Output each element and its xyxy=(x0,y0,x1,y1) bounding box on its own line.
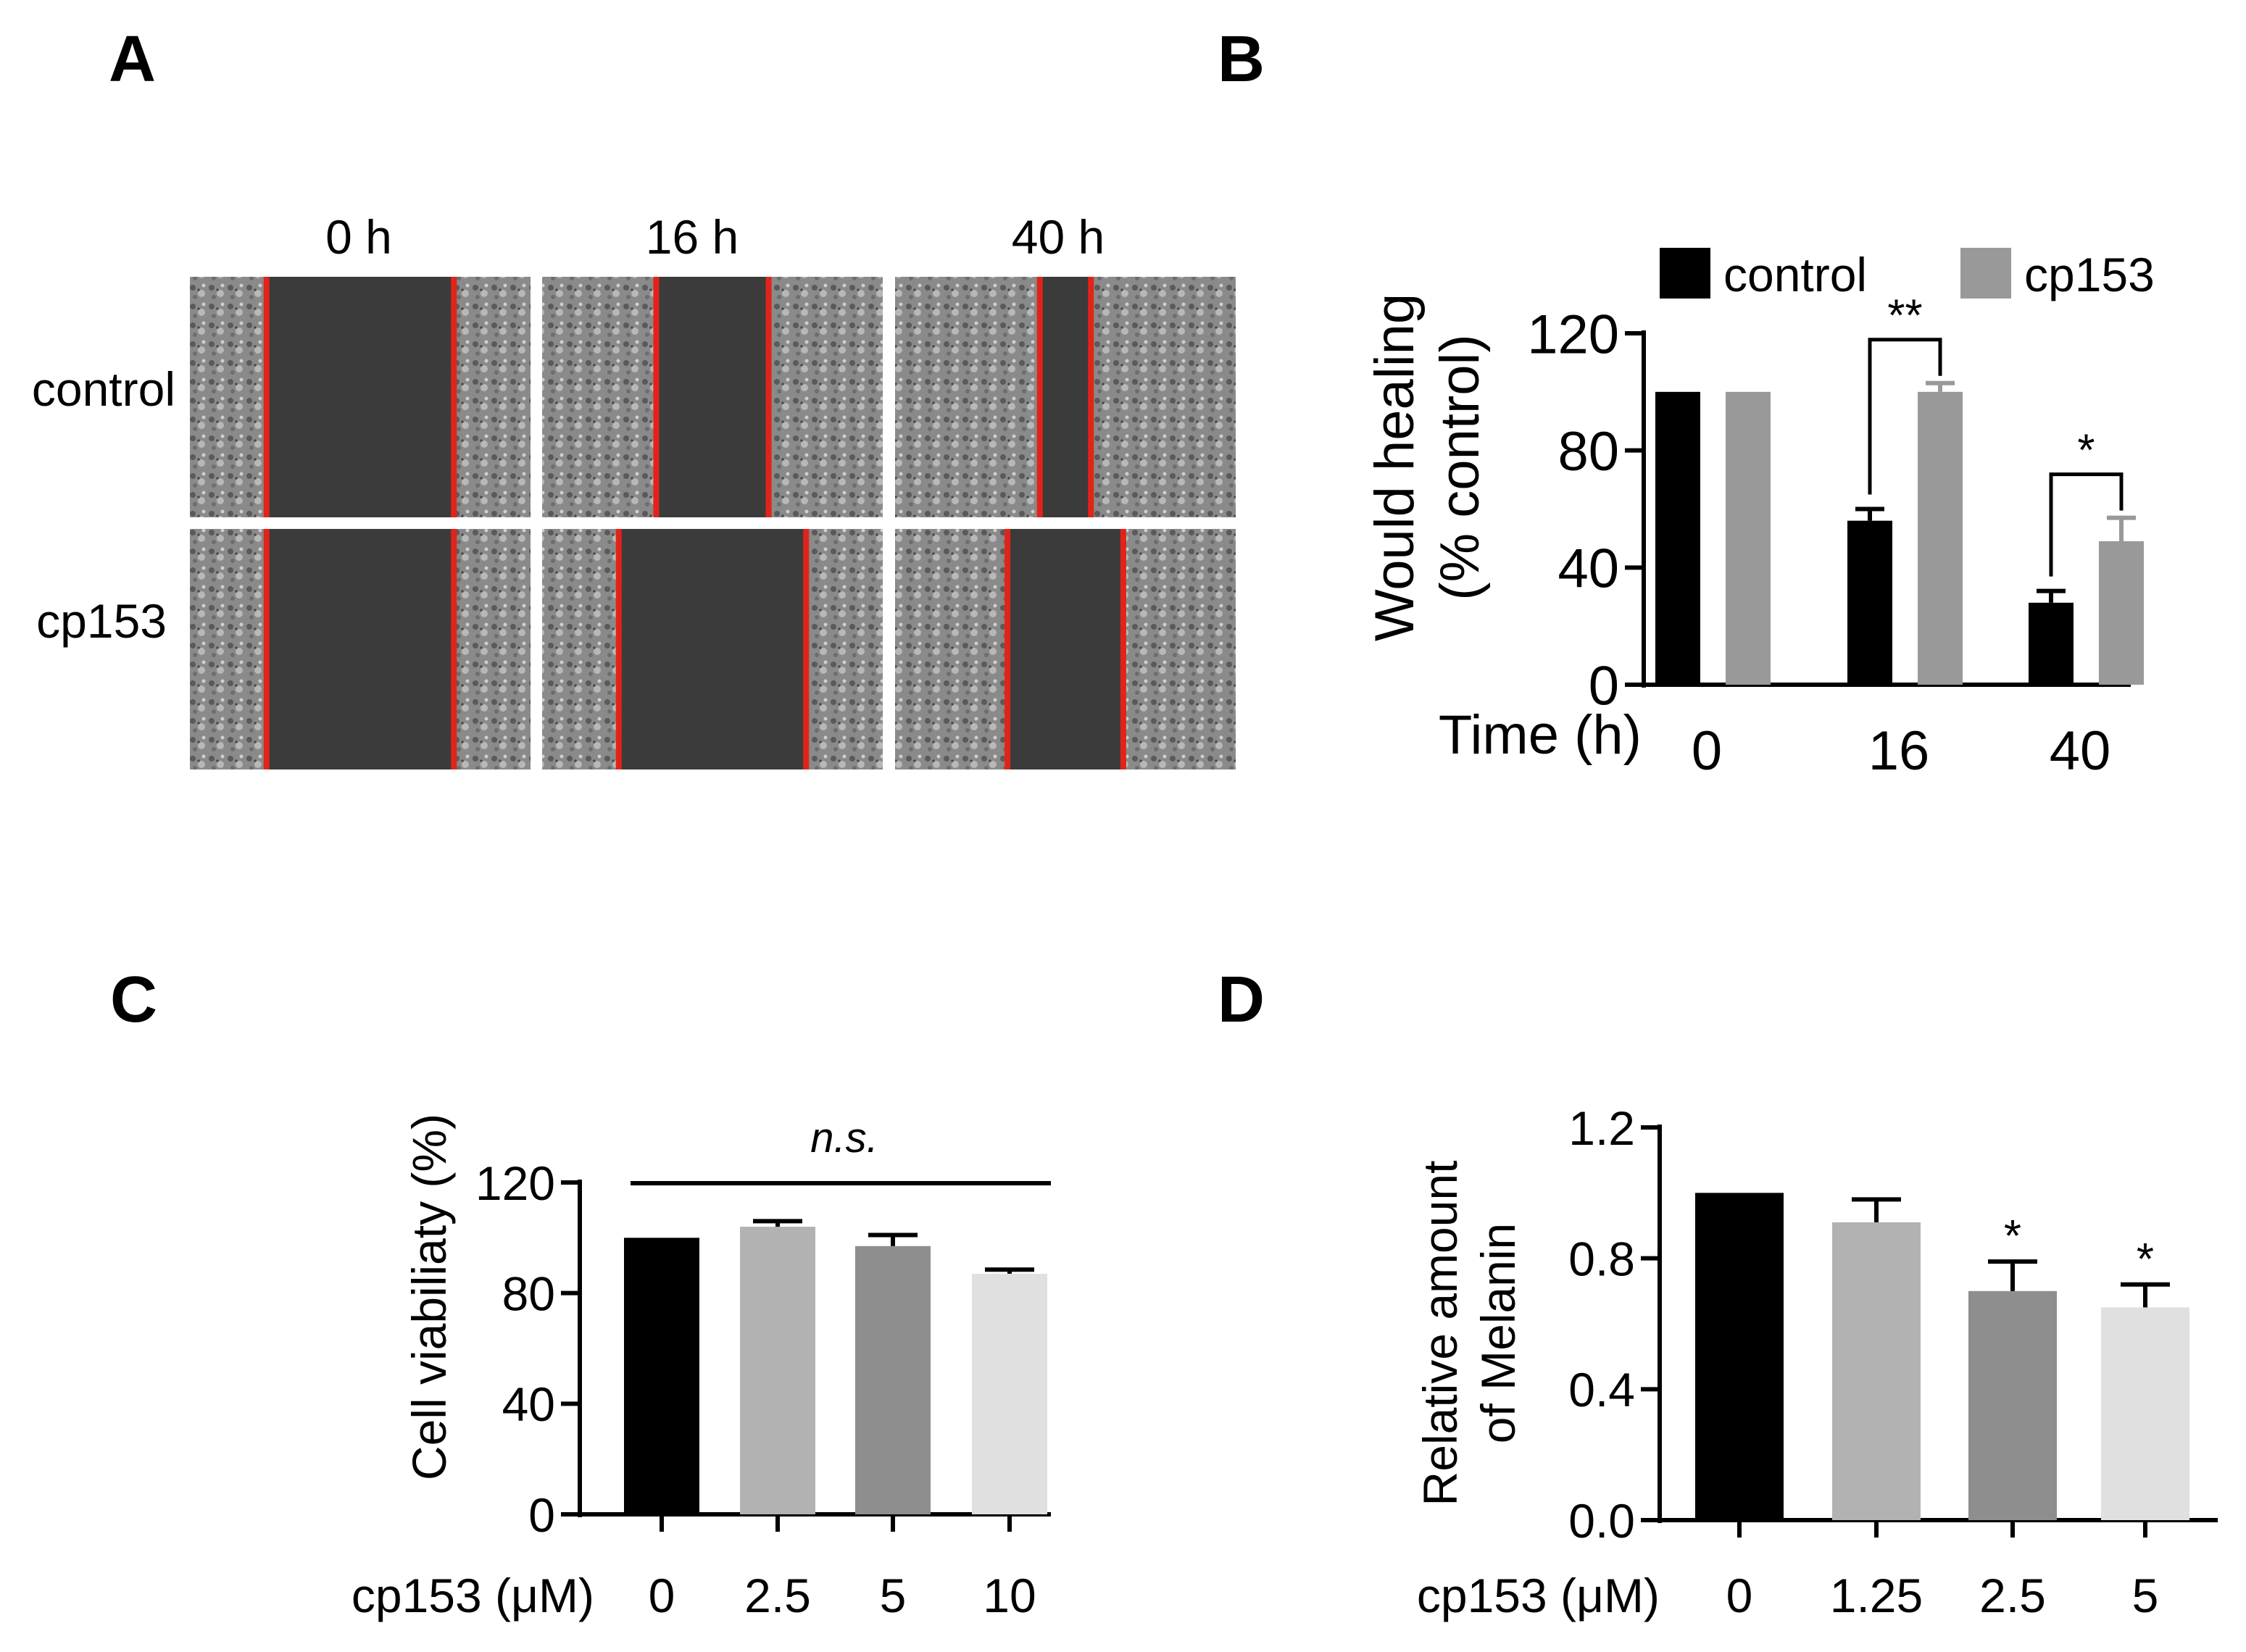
chart-c-bar-5 xyxy=(855,1246,931,1514)
chart-d-bar-1.25 xyxy=(1832,1222,1921,1520)
chart-d-xtick-label-0: 0 xyxy=(1726,1569,1753,1622)
scratch-gap-cp153-40h xyxy=(1007,529,1123,769)
legend-label-control: control xyxy=(1723,248,1867,301)
chart-b-ytick-label-120: 120 xyxy=(1527,304,1619,365)
chart-c-xtick-label-0: 0 xyxy=(649,1569,675,1622)
panel-letter-d: D xyxy=(1218,964,1265,1036)
chart-d-xlabel: cp153 (μM) xyxy=(1417,1569,1660,1622)
chart-b-ytick-label-40: 40 xyxy=(1557,538,1619,600)
chart-c-ns-label: n.s. xyxy=(810,1114,878,1161)
bar-cp153-40h xyxy=(2099,541,2144,685)
chart-d-ytick-label-0.8: 0.8 xyxy=(1568,1232,1635,1285)
chart-c-plot: 0 40 80 120 0 2.5 5 10 xyxy=(475,1156,1051,1622)
chart-c-ytick-label-120: 120 xyxy=(475,1156,555,1210)
chart-b-xtick-label-40: 40 xyxy=(2050,720,2111,782)
chart-b-ylabel: Would healing xyxy=(1364,293,1426,641)
legend-swatch-control xyxy=(1660,248,1710,299)
chart-c-ytick-label-0: 0 xyxy=(528,1488,555,1542)
chart-d-significance-2.5: * xyxy=(2004,1211,2021,1261)
scratch-gap-cp153-0h xyxy=(266,529,454,769)
scratch-gap-cp153-16h xyxy=(618,529,807,769)
bar-control-16h xyxy=(1847,520,1892,685)
scratch-gap-control-40h xyxy=(1039,277,1091,517)
chart-b-ylabel-sub: (% control) xyxy=(1429,334,1491,600)
chart-b-ytick-label-0: 0 xyxy=(1589,655,1619,717)
time-label-40h: 40 h xyxy=(1012,210,1105,264)
time-label-0h: 0 h xyxy=(325,210,392,264)
significance-label-16h: ** xyxy=(1887,291,1922,341)
bar-cp153-16h xyxy=(1918,391,1963,685)
chart-d-ylabel: Relative amount xyxy=(1413,1161,1467,1506)
chart-d-bar-5 xyxy=(2101,1307,2189,1520)
panel-letter-b: B xyxy=(1218,23,1265,96)
panel-letter-a: A xyxy=(109,23,156,96)
scratch-gap-control-0h xyxy=(266,277,454,517)
row-label-cp153: cp153 xyxy=(36,594,167,648)
significance-bracket-16h xyxy=(1868,338,1942,495)
chart-c-xlabel: cp153 (μM) xyxy=(352,1569,594,1622)
chart-d-significance-5: * xyxy=(2137,1235,2154,1285)
chart-c-ytick-label-40: 40 xyxy=(502,1377,555,1431)
chart-d-xtick-label-1.25: 1.25 xyxy=(1830,1569,1923,1622)
chart-d-xtick-label-5: 5 xyxy=(2132,1569,2159,1622)
scratch-gap-control-16h xyxy=(656,277,769,517)
chart-d-bar-0 xyxy=(1695,1193,1784,1520)
chart-d-ytick-label-0.4: 0.4 xyxy=(1568,1363,1635,1417)
row-label-control: control xyxy=(32,362,175,416)
chart-d-bar-2.5 xyxy=(1968,1290,2057,1520)
legend-swatch-cp153 xyxy=(1960,248,2011,299)
chart-c-bar-10 xyxy=(972,1273,1047,1514)
chart-d-ylabel-sub: of Melanin xyxy=(1471,1223,1525,1444)
panel-b: Would healing (% control) Time (h) contr… xyxy=(1364,248,2155,782)
chart-b-xtick-label-0: 0 xyxy=(1692,720,1722,782)
legend-label-cp153: cp153 xyxy=(2024,248,2155,301)
chart-c-xtick-label-2.5: 2.5 xyxy=(744,1569,811,1622)
panel-letter-c: C xyxy=(110,964,157,1036)
chart-c-bar-0 xyxy=(624,1238,699,1514)
chart-d-ytick-label-0.0: 0.0 xyxy=(1568,1494,1635,1548)
chart-d-ytick-label-1.2: 1.2 xyxy=(1568,1101,1635,1155)
chart-d-plot: 0.0 0.4 0.8 1.2 0 1.25 2.5 5 * * xyxy=(1568,1101,2218,1622)
chart-b-xlabel: Time (h) xyxy=(1439,704,1642,766)
chart-c-xtick-label-10: 10 xyxy=(983,1569,1036,1622)
chart-b-xtick-label-16: 16 xyxy=(1868,720,1930,782)
chart-b-ytick-label-80: 80 xyxy=(1557,421,1619,483)
chart-c-bar-2.5 xyxy=(740,1227,815,1514)
bar-cp153-0h xyxy=(1726,391,1771,685)
bar-control-40h xyxy=(2029,602,2074,685)
scratch-image-grid xyxy=(190,277,1236,769)
chart-c-xtick-label-5: 5 xyxy=(880,1569,907,1622)
chart-c-ytick-label-80: 80 xyxy=(502,1267,555,1320)
significance-bracket-40h xyxy=(2049,472,2124,577)
significance-label-40h: * xyxy=(2077,426,2095,476)
chart-d-xtick-label-2.5: 2.5 xyxy=(1979,1569,2046,1622)
panel-a: 0 h 16 h 40 h control cp153 xyxy=(32,210,1236,769)
bar-control-0h xyxy=(1655,391,1700,685)
panel-c: Cell viabiliaty (%) cp153 (μM) n.s. 0 40 8… xyxy=(352,1114,1051,1622)
panel-d: Relative amount of Melanin cp153 (μM) 0.… xyxy=(1413,1101,2218,1622)
chart-c-ylabel: Cell viabiliaty (%) xyxy=(402,1114,456,1480)
time-label-16h: 16 h xyxy=(646,210,739,264)
